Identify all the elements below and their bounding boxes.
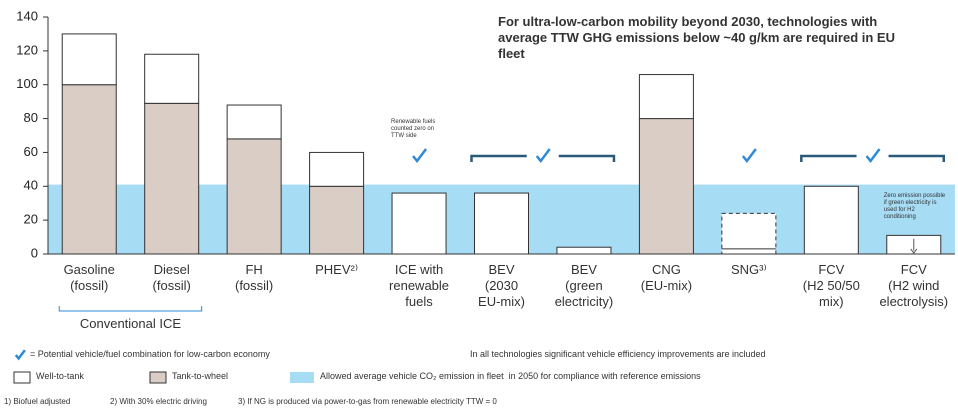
y-tick-label: 60 xyxy=(24,144,38,159)
chart-title: For ultra-low-carbon mobility beyond 203… xyxy=(498,14,895,61)
x-tick-label: FCV (H2 50/50 mix) xyxy=(802,262,860,309)
y-tick-label: 80 xyxy=(24,110,38,125)
x-tick-label: FCV (H2 wind electrolysis) xyxy=(879,262,949,309)
bar-segment xyxy=(803,185,859,255)
legend-text: = Potential vehicle/fuel combination for… xyxy=(30,349,270,359)
legend-label: Allowed average vehicle CO₂ emission in … xyxy=(320,371,701,381)
y-tick-label: 100 xyxy=(16,76,38,91)
x-tick-label: ICE with renewable fuels xyxy=(389,262,450,309)
span-bracket xyxy=(470,154,527,162)
legend-swatch xyxy=(149,371,167,384)
annotation: Zero emission possible if green electric… xyxy=(883,193,946,220)
bar-segment xyxy=(144,53,200,104)
footnote: 3) If NG is produced via power-to-gas fr… xyxy=(238,397,497,406)
bar-segment xyxy=(226,138,282,255)
bar-segment xyxy=(61,84,117,255)
bar-segment xyxy=(721,212,777,255)
x-tick-label: Diesel (fossil) xyxy=(152,262,191,293)
legend-swatch xyxy=(13,371,31,384)
y-tick-label: 20 xyxy=(24,212,38,227)
y-tick-label: 140 xyxy=(16,8,38,23)
bar-segment xyxy=(474,192,529,255)
x-tick-label: PHEV²⁾ xyxy=(315,262,359,277)
check-icon xyxy=(865,148,881,164)
check-icon xyxy=(535,148,551,164)
check-icon xyxy=(741,148,757,164)
bar-segment xyxy=(309,185,365,255)
legend-label: Well-to-tank xyxy=(36,371,84,381)
y-tick-label: 120 xyxy=(16,42,38,57)
bar-segment xyxy=(391,192,447,255)
x-tick-label: FH (fossil) xyxy=(234,262,274,293)
bar-segment xyxy=(226,104,282,140)
y-tick-label: 40 xyxy=(24,178,38,193)
footnote: 2) With 30% electric driving xyxy=(110,397,207,406)
note: In all technologies significant vehicle … xyxy=(470,349,766,359)
footnote: 1) Biofuel adjusted xyxy=(4,397,71,406)
check-icon xyxy=(412,148,428,164)
legend-swatch xyxy=(290,372,314,383)
group-bracket xyxy=(58,306,203,312)
bar-segment xyxy=(638,74,694,120)
bar-segment xyxy=(556,246,612,255)
bar-segment xyxy=(638,118,694,255)
span-bracket xyxy=(558,154,616,162)
arrow-head xyxy=(910,248,918,255)
group-label: Conventional ICE xyxy=(79,316,182,331)
bar-segment xyxy=(144,102,200,255)
check-icon xyxy=(14,349,26,361)
span-bracket xyxy=(800,154,857,162)
x-tick-label: SNG³⁾ xyxy=(731,262,767,277)
bar-segment xyxy=(61,33,117,86)
span-bracket xyxy=(888,154,946,162)
legend-label: Tank-to-wheel xyxy=(172,371,229,381)
x-tick-label: BEV (green electricity) xyxy=(554,262,614,309)
y-tick-label: 0 xyxy=(31,245,38,260)
x-tick-label: BEV (2030 EU-mix) xyxy=(478,262,525,309)
x-tick-label: CNG (EU-mix) xyxy=(640,262,693,293)
x-tick-label: Gasoline (fossil) xyxy=(63,262,115,293)
annotation: Renewable fuels counted zero on TTW side xyxy=(391,119,436,139)
bar-segment xyxy=(309,151,365,187)
